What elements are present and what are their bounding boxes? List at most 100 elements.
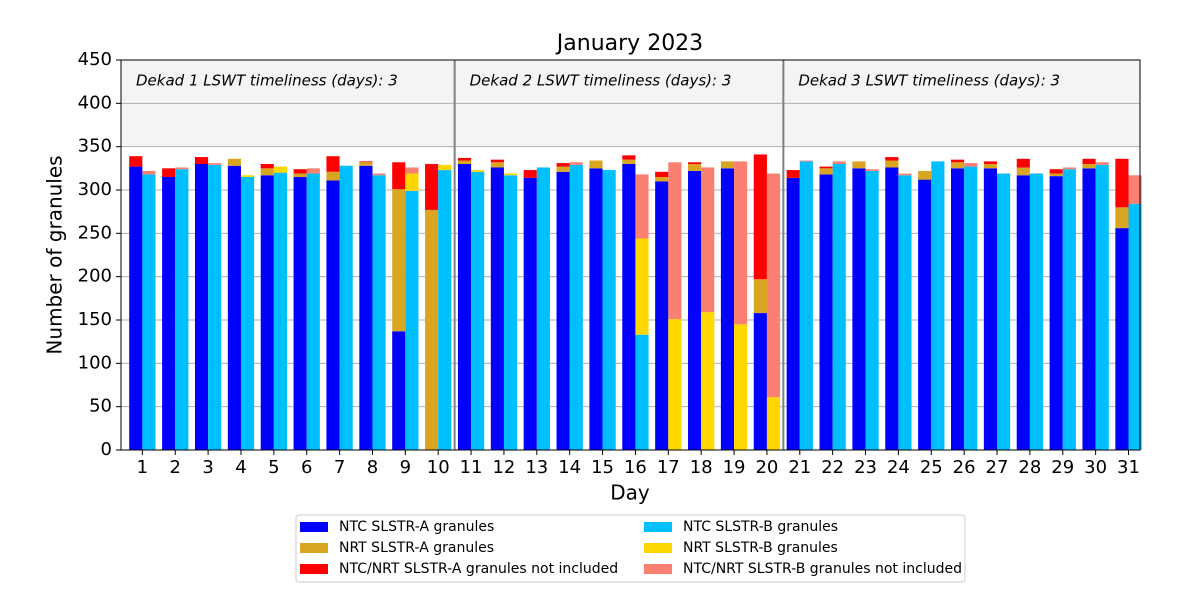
bar-segment [293, 173, 307, 177]
bar-segment [142, 174, 156, 450]
x-tick-label: 9 [400, 457, 411, 478]
bar-segment [1082, 158, 1096, 164]
bar-segment [589, 160, 603, 169]
bar-segment [339, 165, 353, 450]
bar-segment [950, 162, 965, 169]
bar-segment [359, 165, 373, 450]
bar-segment [490, 162, 504, 168]
x-tick-label: 4 [235, 457, 246, 478]
bar-segment [964, 166, 978, 450]
x-tick-label: 3 [202, 457, 213, 478]
x-tick-label: 18 [690, 457, 713, 478]
bar-segment [1049, 169, 1063, 174]
bar-segment [405, 173, 419, 191]
legend-label: NTC/NRT SLSTR-B granules not included [683, 561, 962, 577]
x-tick-label: 13 [525, 457, 548, 478]
x-tick-label: 14 [558, 457, 581, 478]
y-tick-label: 0 [101, 439, 112, 460]
bar-segment [1095, 162, 1109, 165]
bar-segment [655, 181, 669, 451]
legend-swatch [300, 543, 328, 553]
bar-segment [326, 180, 340, 450]
bar-segment [293, 169, 307, 174]
bar-segment [688, 164, 702, 171]
x-tick-label: 20 [755, 457, 778, 478]
bar-segment [918, 170, 932, 180]
x-tick-label: 17 [657, 457, 680, 478]
legend-swatch [644, 522, 672, 532]
bar-segment [438, 170, 452, 451]
bar-segment [964, 163, 978, 167]
bar-segment [471, 170, 485, 172]
bar-segment [898, 175, 912, 450]
legend-swatch [644, 564, 672, 574]
chart-title: January 2023 [555, 31, 703, 56]
bar-segment [523, 170, 537, 178]
annotation: Dekad 3 LSWT timeliness (days): 3 [798, 72, 1060, 90]
bar-segment [208, 164, 222, 450]
bar-segment [819, 174, 833, 450]
bar-segment [734, 324, 748, 450]
bar-segment [1095, 164, 1109, 450]
x-tick-label: 5 [268, 457, 279, 478]
bar-segment [898, 173, 912, 176]
bar-segment [701, 312, 715, 450]
bar-segment [720, 168, 735, 451]
x-tick-label: 11 [460, 457, 483, 478]
bar-segment [819, 166, 833, 169]
bar-segment [865, 169, 879, 171]
bar-segment [175, 167, 189, 170]
bar-segment [852, 161, 866, 169]
bar-segment [766, 397, 781, 450]
bar-segment [865, 170, 879, 450]
bar-segment [720, 161, 735, 169]
bar-segment [1115, 207, 1129, 229]
bar-segment [635, 334, 649, 450]
bar-segment [1049, 173, 1063, 177]
bar-segment [556, 166, 570, 172]
bar-segment [1082, 168, 1096, 451]
y-tick-label: 450 [78, 49, 112, 70]
y-tick-label: 400 [78, 92, 112, 113]
bar-segment [129, 166, 143, 450]
x-tick-label: 21 [788, 457, 811, 478]
bar-segment [1082, 164, 1096, 169]
bar-segment [983, 168, 998, 451]
bar-segment [405, 167, 419, 174]
bar-segment [635, 238, 649, 335]
bar-segment [490, 167, 504, 450]
y-tick-label: 50 [89, 396, 112, 417]
y-tick-label: 350 [78, 136, 112, 157]
bar-segment [471, 171, 485, 451]
legend-label: NRT SLSTR-B granules [683, 540, 838, 556]
bar-segment [208, 163, 222, 165]
bar-segment [786, 177, 800, 450]
x-tick-label: 30 [1084, 457, 1107, 478]
bar-segment [306, 168, 320, 174]
plot-frame [120, 59, 1141, 451]
bar-segment [983, 164, 998, 169]
bar-segment [622, 155, 636, 160]
x-tick-label: 1 [137, 457, 148, 478]
bar-segment [1128, 203, 1142, 450]
x-tick-label: 6 [301, 457, 312, 478]
y-tick-label: 200 [78, 266, 112, 287]
bar-segment [885, 157, 899, 161]
bar-segment [655, 171, 669, 177]
bar-segment [622, 164, 636, 450]
bar-segment [175, 169, 189, 450]
legend-box [295, 514, 966, 583]
bar-segment [1062, 167, 1076, 170]
y-tick-label: 150 [78, 309, 112, 330]
x-tick-label: 10 [427, 457, 450, 478]
bar-segment [734, 161, 748, 325]
bar-segment [1016, 167, 1030, 176]
bar-segment [569, 162, 583, 165]
x-tick-label: 16 [624, 457, 647, 478]
bar-segment [885, 160, 899, 168]
bar-segment [162, 177, 176, 450]
bar-segment [260, 168, 274, 176]
x-tick-label: 24 [887, 457, 910, 478]
bar-segment [1016, 175, 1030, 450]
bar-segment [392, 189, 406, 332]
